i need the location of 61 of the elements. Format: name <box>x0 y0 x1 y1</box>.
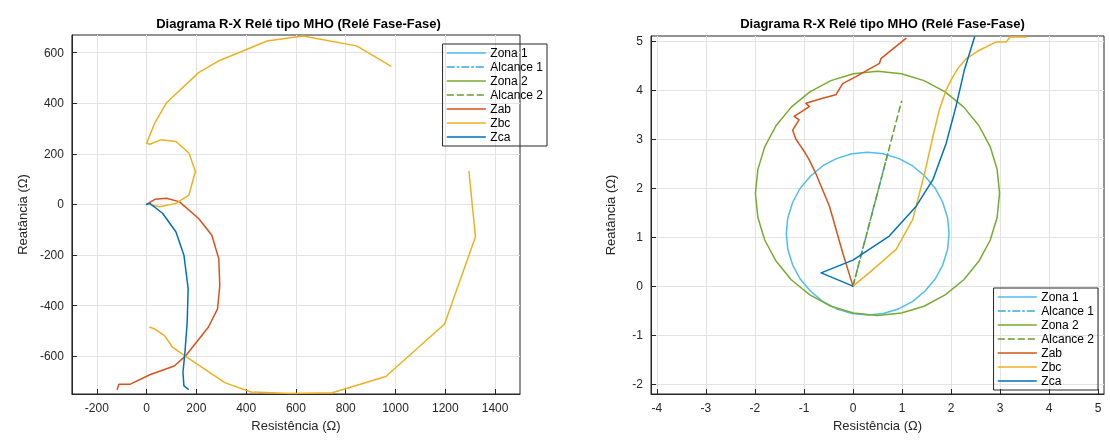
x-tick-label: 400 <box>236 401 257 415</box>
legend-label: Zbc <box>1041 360 1062 374</box>
x-tick-label: 4 <box>1045 401 1053 415</box>
line-series <box>791 37 907 287</box>
x-tick-label: 600 <box>285 401 307 415</box>
y-tick-label: 5 <box>636 33 644 48</box>
x-axis-title: Resistência (Ω) <box>251 417 341 433</box>
y-tick-label: 600 <box>43 45 65 60</box>
legend-label: Zab <box>1041 346 1063 360</box>
legend-label: Zona 1 <box>1041 290 1079 304</box>
legend-label: Alcance 2 <box>1041 332 1095 346</box>
y-axis-title: Reatância (Ω) <box>15 174 30 255</box>
y-tick-label: 0 <box>57 197 65 212</box>
x-tick-label: 1200 <box>431 401 459 415</box>
x-tick-label: 5 <box>1094 401 1102 415</box>
y-tick-label: -2 <box>632 377 644 392</box>
x-tick-label: 1 <box>898 401 906 415</box>
legend-label: Alcance 1 <box>1041 304 1095 318</box>
y-tick-label: 3 <box>636 131 644 146</box>
legend-label: Alcance 1 <box>490 60 544 74</box>
x-tick-label: 3 <box>996 401 1004 415</box>
x-tick-label: -2 <box>749 401 761 415</box>
line-series <box>145 202 189 390</box>
x-tick-label: 800 <box>335 401 357 415</box>
x-tick-label: -4 <box>651 401 663 415</box>
y-tick-label: -400 <box>39 298 65 313</box>
x-tick-label: -200 <box>84 401 110 415</box>
y-axis-title: Reatância (Ω) <box>603 174 618 256</box>
y-tick-label: 2 <box>636 181 644 196</box>
y-tick-label: 400 <box>43 96 65 111</box>
line-series <box>116 197 221 390</box>
line-series <box>785 151 950 316</box>
chart-title: Diagrama R-X Relé tipo MHO (Relé Fase-Fase) <box>156 16 441 31</box>
x-tick-label: -1 <box>798 401 810 415</box>
legend-label: Zab <box>490 102 512 116</box>
x-tick-label: 1400 <box>481 401 509 415</box>
legend-label: Zona 2 <box>1041 318 1079 332</box>
x-tick-label: 2 <box>947 401 955 415</box>
chart-title: Diagrama R-X Relé tipo MHO (Relé Fase-Fase) <box>740 16 1025 31</box>
y-tick-label: 1 <box>636 230 644 245</box>
legend-label: Zona 2 <box>490 74 528 88</box>
y-tick-label: 4 <box>636 82 644 97</box>
line-series <box>754 70 1001 317</box>
line-series <box>852 36 1027 287</box>
x-tick-label: 0 <box>849 401 857 415</box>
y-tick-label: -200 <box>39 247 65 262</box>
x-tick-label: 0 <box>143 401 151 415</box>
legend-label: Zona 1 <box>490 46 528 60</box>
x-tick-label: -3 <box>700 401 712 415</box>
y-tick-label: -600 <box>39 349 65 364</box>
legend-label: Zbc <box>490 116 511 130</box>
legend-label: Alcance 2 <box>490 88 544 102</box>
legend-label: Zca <box>1041 374 1062 388</box>
x-tick-label: 200 <box>186 401 207 415</box>
x-tick-label: 1000 <box>382 401 410 415</box>
y-tick-label: 200 <box>43 146 65 161</box>
legend-label: Zca <box>490 130 511 144</box>
y-tick-label: 0 <box>636 279 644 294</box>
x-axis-title: Resistência (Ω) <box>832 417 923 433</box>
y-tick-label: -1 <box>632 328 644 343</box>
line-series <box>820 36 976 287</box>
